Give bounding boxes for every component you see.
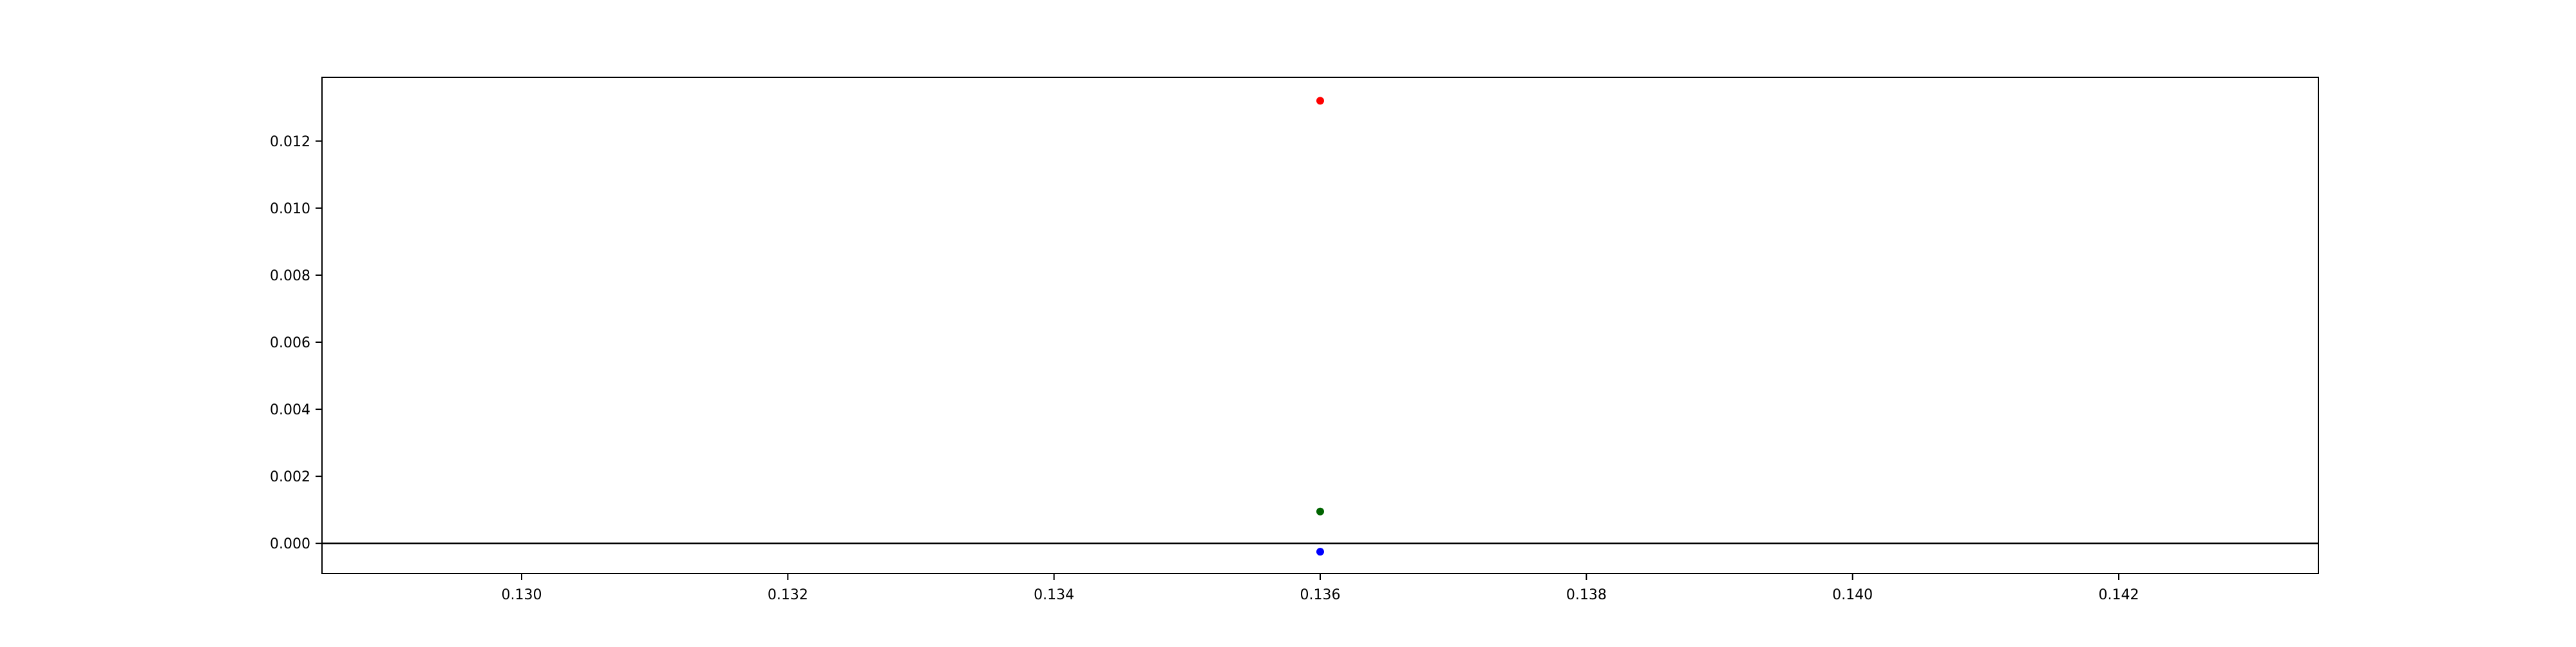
data-point-1 [1316,97,1324,105]
y-tick-label: 0.008 [270,268,310,284]
plot-frame [321,77,2319,574]
x-tick-label: 0.142 [2099,587,2139,603]
y-axis: 0.000 0.002 0.004 0.006 0.008 0.010 0.012 [270,134,322,552]
x-tick-label: 0.134 [1034,587,1074,603]
plot-area [322,77,2318,574]
y-tick-label: 0.000 [270,536,310,552]
x-tick-label: 0.132 [768,587,808,603]
y-tick-label: 0.010 [270,201,310,217]
y-tick-label: 0.006 [270,335,310,351]
y-tick-label: 0.002 [270,469,310,485]
x-axis: 0.130 0.132 0.134 0.136 0.138 0.140 0.142 [502,574,2139,603]
data-point-3 [1316,548,1324,556]
y-tick-label: 0.004 [270,402,310,418]
x-tick-label: 0.136 [1300,587,1341,603]
x-tick-label: 0.138 [1566,587,1607,603]
data-points [1316,97,1324,556]
y-tick-label: 0.012 [270,134,310,150]
data-point-2 [1316,507,1324,516]
x-tick-label: 0.130 [502,587,542,603]
x-tick-label: 0.140 [1832,587,1873,603]
